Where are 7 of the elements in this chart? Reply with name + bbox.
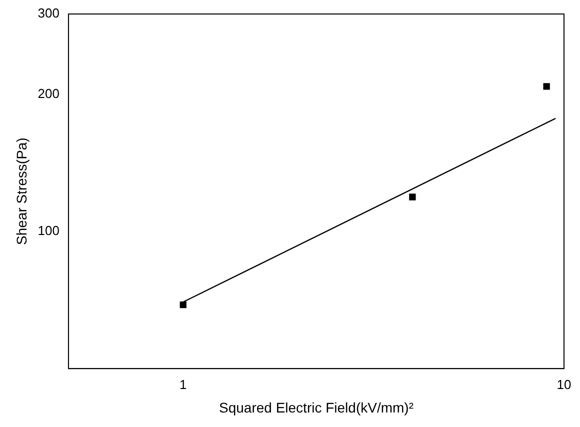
y-axis-title: Shear Stress(Pa) bbox=[13, 138, 30, 245]
x-tick-label: 1 bbox=[180, 376, 187, 392]
y-tick-label: 100 bbox=[38, 223, 60, 238]
y-tick-label: 300 bbox=[38, 6, 60, 21]
x-axis-title: Squared Electric Field(kV/mm)² bbox=[218, 399, 414, 416]
y-tick-label: 200 bbox=[38, 86, 60, 101]
x-tick-label: 10 bbox=[556, 376, 572, 392]
